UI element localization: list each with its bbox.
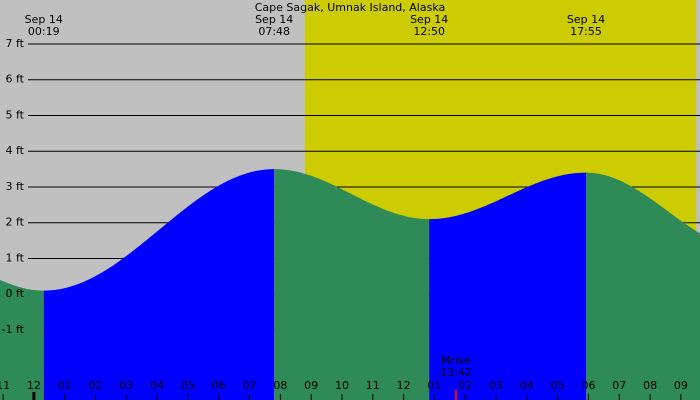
x-tick-label: 03 — [119, 379, 133, 392]
x-tick-label: 01 — [58, 379, 72, 392]
y-tick-label: 0 ft — [6, 287, 25, 300]
moonrise-time: 13:42 — [440, 366, 472, 379]
x-tick-label: 08 — [643, 379, 657, 392]
extreme-time: 00:19 — [28, 25, 60, 38]
rising-tide — [43, 169, 275, 400]
falling-tide — [0, 279, 44, 400]
extreme-time: 07:48 — [258, 25, 290, 38]
x-tick-label: 04 — [520, 379, 534, 392]
x-tick-label: 03 — [489, 379, 503, 392]
extreme-time: 17:55 — [570, 25, 602, 38]
x-tick-label: 09 — [304, 379, 318, 392]
falling-tide — [274, 169, 430, 400]
y-tick-label: -1 ft — [2, 323, 25, 336]
extreme-time: 12:50 — [413, 25, 445, 38]
y-tick-label: 4 ft — [6, 144, 25, 157]
y-tick-label: 3 ft — [6, 180, 25, 193]
x-tick-label: 05 — [551, 379, 565, 392]
y-tick-label: 7 ft — [6, 37, 25, 50]
y-tick-label: 1 ft — [6, 251, 25, 264]
moonrise-label: Mrise — [441, 354, 471, 367]
x-tick-label: 09 — [674, 379, 688, 392]
falling-tide — [586, 172, 700, 400]
x-tick-label: 06 — [212, 379, 226, 392]
x-tick-label: 08 — [273, 379, 287, 392]
x-tick-label: 02 — [89, 379, 103, 392]
x-tick-label: 02 — [458, 379, 472, 392]
y-tick-label: 2 ft — [6, 216, 25, 229]
x-tick-label: 11 — [0, 379, 10, 392]
x-tick-label: 10 — [335, 379, 349, 392]
extreme-date: Sep 14 — [567, 13, 605, 26]
x-tick-label: 05 — [181, 379, 195, 392]
x-tick-label: 04 — [150, 379, 164, 392]
rising-tide — [429, 172, 587, 400]
extreme-date: Sep 14 — [410, 13, 448, 26]
x-tick-label: 11 — [366, 379, 380, 392]
y-tick-label: 6 ft — [6, 73, 25, 86]
x-tick-label: 07 — [612, 379, 626, 392]
x-tick-label: 12 — [397, 379, 411, 392]
x-tick-label: 06 — [581, 379, 595, 392]
x-tick-label: 12 — [27, 379, 41, 392]
x-tick-label: 01 — [427, 379, 441, 392]
y-tick-label: 5 ft — [6, 108, 25, 121]
x-tick-label: 07 — [243, 379, 257, 392]
extreme-date: Sep 14 — [255, 13, 293, 26]
extreme-date: Sep 14 — [25, 13, 63, 26]
chart-title: Cape Sagak, Umnak Island, Alaska — [255, 1, 446, 14]
